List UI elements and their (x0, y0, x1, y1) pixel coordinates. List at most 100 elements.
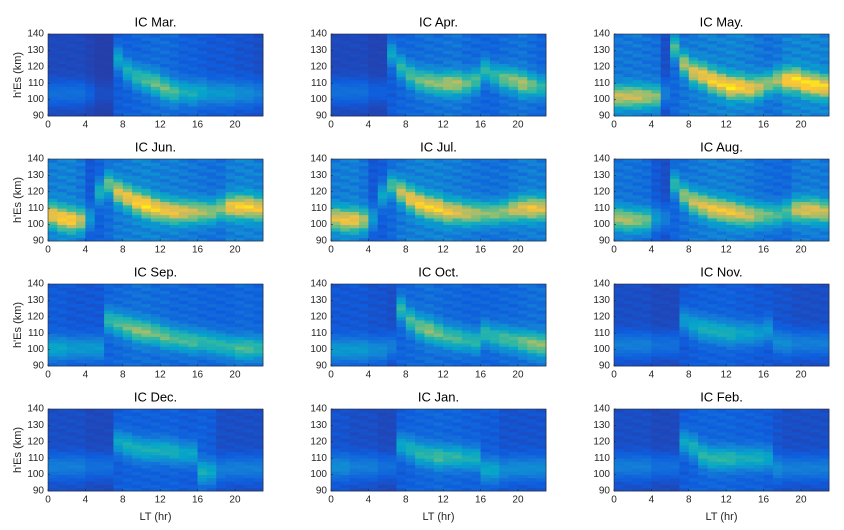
heat-cell (443, 43, 453, 48)
heat-cell (359, 316, 369, 321)
heat-cell (85, 339, 96, 344)
heat-cell (57, 53, 68, 58)
heat-cell (160, 208, 170, 212)
heat-cell (206, 40, 217, 45)
heat-cell (614, 191, 624, 196)
heat-cell (433, 300, 444, 305)
x-tick-label: 20 (512, 370, 524, 381)
heat-cell (368, 234, 379, 239)
heat-cell (57, 310, 68, 314)
heat-cell (405, 227, 416, 232)
heat-cell (234, 359, 245, 364)
heat-cell (48, 326, 58, 331)
heat-cell (225, 310, 236, 314)
heat-cell (461, 181, 472, 186)
heat-cell (104, 63, 114, 68)
heat-cell (76, 168, 86, 173)
heat-cell (132, 320, 142, 324)
heat-cell (707, 211, 718, 216)
heat-cell (349, 339, 360, 344)
heat-cell (536, 162, 547, 166)
heat-cell (94, 343, 105, 347)
heat-cell (359, 290, 369, 295)
heat-cell (405, 47, 416, 51)
heat-cell (244, 326, 255, 331)
heat-cell (331, 303, 341, 308)
heat-cell (660, 287, 671, 291)
heat-cell (614, 76, 624, 81)
heat-cell (206, 188, 217, 193)
heat-cell (517, 201, 528, 206)
heat-cell (387, 352, 397, 357)
heat-cell (349, 165, 360, 170)
heat-cell (614, 227, 624, 232)
heat-cell (150, 326, 161, 331)
heat-cell (253, 175, 264, 180)
heat-cell (169, 356, 180, 360)
heatmap (48, 284, 264, 367)
heat-cell (660, 306, 671, 311)
heat-cell (660, 339, 671, 344)
heat-cell (735, 73, 746, 78)
heat-cell (651, 349, 662, 354)
heat-cell (349, 313, 360, 318)
heat-cell (632, 96, 643, 100)
heat-cell (651, 198, 662, 203)
heat-cell (716, 165, 727, 170)
heat-cell (688, 168, 699, 173)
heat-cell (253, 204, 264, 209)
heat-cell (104, 320, 114, 324)
heat-cell (132, 96, 142, 100)
heat-cell (340, 326, 351, 331)
heat-cell (415, 168, 425, 173)
heat-cell (197, 352, 208, 357)
heat-cell (471, 162, 481, 166)
heat-cell (819, 86, 830, 91)
heat-cell (253, 359, 264, 364)
heat-cell (433, 346, 444, 350)
heat-cell (169, 168, 180, 173)
heat-cell (433, 287, 444, 291)
heat-cell (188, 60, 198, 64)
y-tick-label: 130 (27, 295, 44, 306)
heat-cell (197, 297, 208, 301)
heat-cell (763, 99, 774, 104)
x-tick-label: 8 (120, 120, 126, 131)
heat-cell (527, 310, 538, 314)
heat-cell (85, 310, 96, 314)
heat-cell (340, 349, 351, 354)
heat-cell (331, 73, 341, 78)
heat-cell (66, 102, 77, 107)
heat-cell (206, 306, 217, 311)
heat-cell (253, 106, 264, 110)
heat-cell (349, 56, 360, 61)
heat-cell (225, 323, 236, 328)
heat-cell (368, 168, 379, 173)
heat-cell (244, 227, 255, 232)
heat-cell (405, 79, 416, 84)
heat-cell (452, 214, 463, 219)
heat-cell (359, 172, 369, 176)
heat-cell (623, 165, 634, 170)
heat-cell (48, 284, 58, 288)
heat-cell (782, 76, 793, 81)
heat-cell (735, 221, 746, 225)
heat-cell (85, 323, 96, 328)
heat-cell (688, 96, 699, 100)
heat-cell (527, 362, 538, 367)
heat-cell (415, 185, 425, 189)
heat-cell (331, 356, 341, 360)
heat-cell (169, 162, 180, 166)
heat-cell (76, 293, 86, 298)
y-tick-label: 120 (310, 61, 327, 72)
heat-cell (359, 83, 369, 87)
heat-cell (670, 227, 680, 232)
heat-cell (716, 214, 727, 219)
y-tick-label: 130 (593, 170, 610, 181)
heat-cell (415, 204, 425, 209)
heat-cell (480, 290, 491, 295)
heat-cell (349, 93, 360, 97)
heat-cell (331, 201, 341, 206)
heat-cell (623, 237, 634, 242)
heat-cell (415, 79, 425, 84)
